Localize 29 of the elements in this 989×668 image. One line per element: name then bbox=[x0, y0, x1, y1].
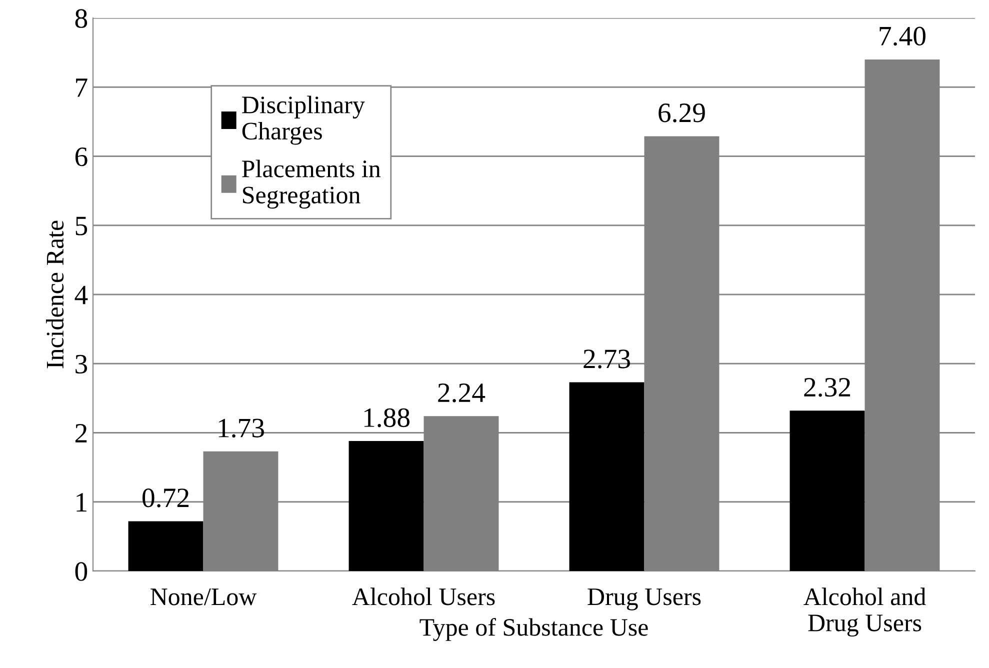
data-label: 2.73 bbox=[584, 350, 630, 368]
legend-label: Placements in Segregation bbox=[242, 160, 381, 209]
bar bbox=[790, 410, 865, 571]
y-tick-label: 2 bbox=[75, 424, 87, 442]
y-tick-label: 3 bbox=[76, 354, 88, 374]
legend-label: Disciplinary Charges bbox=[242, 96, 365, 145]
data-label: 1.73 bbox=[218, 418, 264, 438]
x-tick-label: Alcohol Users bbox=[352, 588, 495, 606]
bar bbox=[569, 382, 644, 571]
y-tick-label: 0 bbox=[75, 562, 88, 581]
bar bbox=[348, 441, 424, 571]
y-tick-label: 4 bbox=[74, 286, 88, 304]
bar bbox=[128, 521, 204, 571]
data-label: 6.29 bbox=[658, 104, 705, 122]
data-label: 1.88 bbox=[364, 408, 410, 428]
data-label: 7.40 bbox=[880, 26, 926, 46]
x-axis-title: Type of Substance Use bbox=[420, 618, 648, 641]
data-label: 2.24 bbox=[438, 384, 486, 402]
x-tick-label: Drug Users bbox=[588, 588, 701, 610]
y-tick-label: 6 bbox=[75, 147, 88, 166]
x-tick-label: None/Low bbox=[150, 588, 257, 606]
y-tick-label: 1 bbox=[76, 493, 86, 512]
data-label: 0.72 bbox=[142, 488, 189, 508]
x-tick-label: Alcohol and Drug Users bbox=[804, 588, 926, 637]
y-tick-label: 5 bbox=[76, 216, 88, 236]
y-tick-label: 8 bbox=[75, 9, 88, 28]
y-tick-label: 7 bbox=[76, 78, 88, 97]
y-axis-title: Incidence Rate bbox=[46, 220, 64, 368]
data-label: 2.32 bbox=[804, 378, 850, 397]
